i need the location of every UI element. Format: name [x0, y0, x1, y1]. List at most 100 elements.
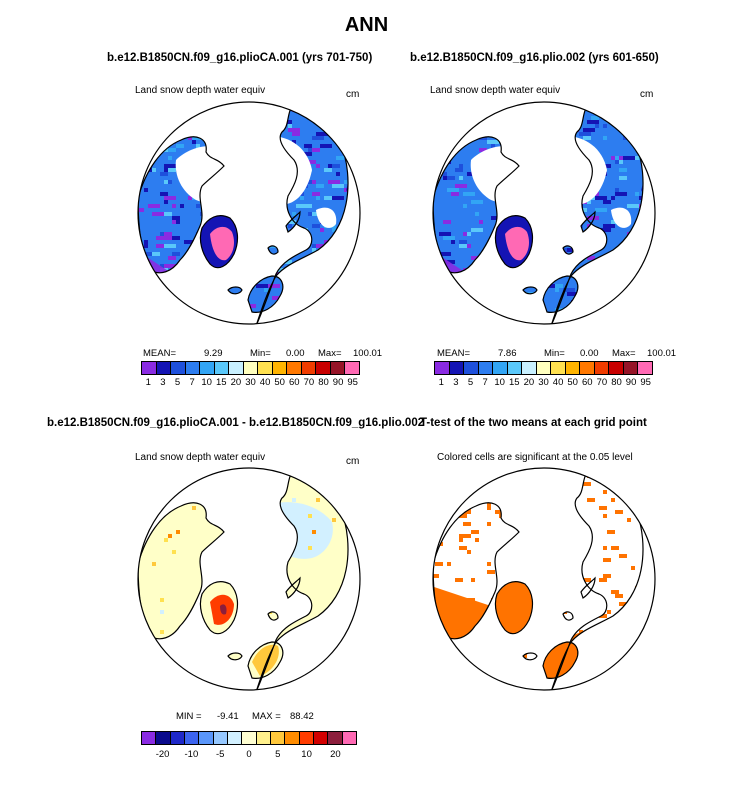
- coastline-iceland: [227, 652, 243, 661]
- colorbar-swatch: [287, 362, 302, 374]
- coastline-northAmerica: [433, 136, 520, 274]
- colorbar-swatch: [299, 732, 314, 744]
- colorbar-swatch: [609, 362, 624, 374]
- colorbar-swatch: [256, 732, 271, 744]
- coastline-scandinavia: [247, 641, 284, 679]
- coastline-scandinavia: [247, 275, 284, 313]
- colorbar-tick-label: 1: [438, 377, 444, 388]
- coastline-svalbard: [267, 611, 279, 621]
- colorbar-swatch: [565, 362, 581, 374]
- coastline-iceland: [522, 652, 538, 661]
- colorbar-swatch: [200, 362, 215, 374]
- colorbar-tick-label: 40: [259, 377, 271, 388]
- colorbar-swatch: [243, 362, 259, 374]
- colorbar-bl: [141, 731, 357, 745]
- panel-bl-max: 88.42: [290, 711, 314, 722]
- panel-tr-mean-label: MEAN=: [437, 348, 470, 359]
- colorbar-tick-label: -10: [184, 749, 199, 760]
- panel-tr-max-label: Max=: [612, 348, 636, 359]
- colorbar-tick-label: 10: [201, 377, 212, 388]
- coastline-novaya: [285, 210, 301, 233]
- colorbar-tick-label: 10: [494, 377, 505, 388]
- map-ocean: [433, 468, 655, 690]
- map-border: [432, 467, 656, 691]
- coastline-novaya: [580, 576, 596, 599]
- coastline-iceland: [227, 286, 243, 295]
- panel-tr-min: 0.00: [580, 348, 599, 359]
- figure-title: ANN: [344, 14, 389, 36]
- panel-bl-title: b.e12.B1850CN.f09_g16.plioCA.001 - b.e12…: [47, 417, 425, 429]
- panel-tr-max: 100.01: [647, 348, 677, 359]
- coastline-svalbard: [267, 245, 279, 255]
- colorbar-swatch: [199, 732, 214, 744]
- colorbar-swatch: [227, 732, 243, 744]
- coastline-svalbard: [562, 245, 574, 255]
- colorbar-swatch: [156, 732, 171, 744]
- colorbar-tl: [141, 361, 360, 375]
- colorbar-swatch: [551, 362, 566, 374]
- colorbar-swatch: [156, 362, 172, 374]
- colorbar-swatch: [285, 732, 300, 744]
- colorbar-swatch: [449, 362, 465, 374]
- colorbar-swatch: [638, 362, 652, 374]
- panel-tl-title: b.e12.B1850CN.f09_g16.plioCA.001 (yrs 70…: [107, 52, 373, 64]
- colorbar-swatch: [536, 362, 552, 374]
- colorbar-swatch: [185, 362, 201, 374]
- colorbar-swatch: [270, 732, 286, 744]
- colorbar-swatch: [272, 362, 288, 374]
- colorbar-swatch: [213, 732, 228, 744]
- colorbar-swatch: [522, 362, 537, 374]
- colorbar-tick-label: -20: [155, 749, 170, 760]
- colorbar-tick-label: 5: [174, 377, 181, 388]
- panel-br-title: T-test of the two means at each grid poi…: [420, 417, 647, 429]
- colorbar-tick-label: 95: [347, 377, 358, 388]
- panel-bl-min-label: MIN =: [176, 711, 202, 722]
- panel-tr-field: Land snow depth water equiv: [430, 85, 561, 96]
- coastline-eurasia: [550, 103, 644, 324]
- map-panel-tr: [432, 101, 656, 325]
- colorbar-tick-label: 20: [330, 749, 341, 760]
- panel-tl-mean-label: MEAN=: [143, 348, 176, 359]
- colorbar-tick-label: 3: [160, 377, 166, 388]
- colorbar-swatch: [242, 732, 257, 744]
- panel-tr-title: b.e12.B1850CN.f09_g16.plio.002 (yrs 601-…: [410, 52, 659, 64]
- colorbar-tick-label: 20: [230, 377, 242, 388]
- coastline-northAmerica: [138, 136, 225, 274]
- colorbar-tick-label: 50: [567, 377, 578, 388]
- colorbar-tick-label: 15: [216, 377, 227, 388]
- panel-bl-max-label: MAX =: [252, 711, 281, 722]
- coastline-eurasia: [550, 469, 644, 690]
- colorbar-tick-label: 70: [596, 377, 608, 388]
- colorbar-tick-label: 50: [274, 377, 285, 388]
- panel-bl-min: -9.41: [217, 711, 239, 722]
- panel-bl-units: cm: [346, 456, 360, 467]
- coastline-novaya: [580, 210, 596, 233]
- colorbar-tr: [434, 361, 653, 375]
- coastline-novaya: [285, 576, 301, 599]
- colorbar-swatch: [184, 732, 200, 744]
- colorbar-tick-label: 0: [246, 749, 252, 760]
- colorbar-tick-label: 20: [523, 377, 535, 388]
- colorbar-swatch: [580, 362, 595, 374]
- colorbar-tick-label: 90: [332, 377, 344, 388]
- colorbar-swatch: [142, 362, 157, 374]
- colorbar-tick-label: 5: [467, 377, 474, 388]
- coastline-northAmerica: [433, 502, 520, 640]
- panel-tl-min-label: Min=: [250, 348, 271, 359]
- colorbar-swatch: [493, 362, 508, 374]
- colorbar-swatch: [507, 362, 523, 374]
- colorbar-swatch: [170, 732, 185, 744]
- colorbar-tick-label: 60: [582, 377, 593, 388]
- colorbar-tick-label: 5: [275, 749, 281, 760]
- panel-tl-min: 0.00: [286, 348, 305, 359]
- coastline-eurasia: [255, 103, 349, 324]
- colorbar-swatch: [258, 362, 273, 374]
- colorbar-swatch: [214, 362, 230, 374]
- panel-tr-min-label: Min=: [544, 348, 565, 359]
- colorbar-tick-label: 80: [611, 377, 622, 388]
- coastline-svalbard: [562, 611, 574, 621]
- colorbar-swatch: [301, 362, 317, 374]
- colorbar-tick-label: 15: [509, 377, 520, 388]
- colorbar-swatch: [229, 362, 244, 374]
- coastline-northAmerica: [138, 502, 225, 640]
